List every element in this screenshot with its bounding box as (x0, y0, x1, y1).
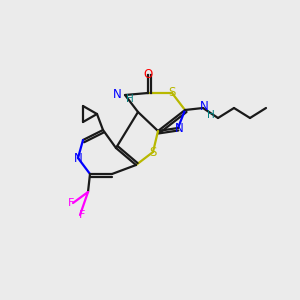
Text: S: S (149, 146, 157, 160)
Text: N: N (175, 122, 183, 134)
Text: F: F (68, 198, 74, 208)
Text: O: O (143, 68, 153, 82)
Text: F: F (79, 210, 85, 220)
Text: N: N (113, 88, 122, 101)
Text: N: N (74, 152, 82, 164)
Text: N: N (200, 100, 208, 113)
Text: H: H (207, 110, 215, 120)
Text: S: S (168, 86, 176, 100)
Text: H: H (126, 94, 134, 104)
